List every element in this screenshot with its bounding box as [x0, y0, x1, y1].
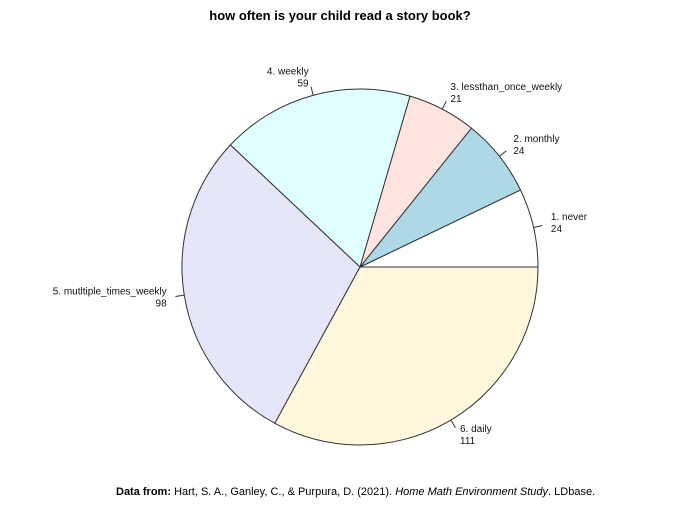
chart-title: how often is your child read a story boo… — [209, 8, 471, 23]
footer-prefix: Data from: — [116, 486, 172, 498]
slice-value-never: 24 — [551, 224, 563, 235]
slice-value-lessthan-once-weekly: 21 — [450, 94, 462, 105]
label-tick-daily — [450, 419, 456, 428]
label-tick-lessthan-once-weekly — [441, 100, 447, 110]
footer-citation: Hart, S. A., Ganley, C., & Purpura, D. (… — [171, 486, 396, 498]
slice-value-monthly: 24 — [513, 146, 525, 157]
slice-label-daily: 6. daily — [460, 424, 492, 435]
footer-study-title: Home Math Environment Study — [395, 486, 549, 498]
label-tick-mutltiple-times-weekly — [175, 294, 185, 297]
slice-label-weekly: 4. weekly — [267, 67, 309, 78]
pie-slice-mutltiple-times-weekly — [181, 144, 361, 424]
slice-label-monthly: 2. monthly — [513, 134, 559, 145]
slice-label-never: 1. never — [551, 212, 588, 223]
slice-label-mutltiple-times-weekly: 5. mutltiple_times_weekly — [53, 287, 167, 298]
label-tick-weekly — [310, 86, 314, 96]
slice-value-mutltiple-times-weekly: 98 — [156, 299, 168, 310]
slice-label-lessthan-once-weekly: 3. lessthan_once_weekly — [450, 82, 562, 93]
label-tick-never — [533, 225, 543, 228]
pie-slice-weekly — [229, 88, 411, 268]
slice-value-weekly: 59 — [297, 79, 309, 90]
slice-value-daily: 111 — [460, 436, 476, 447]
label-tick-monthly — [499, 150, 507, 157]
footer-citation-end: . LDbase. — [548, 486, 596, 498]
data-source-footer: Data from: Hart, S. A., Ganley, C., & Pu… — [116, 486, 595, 498]
